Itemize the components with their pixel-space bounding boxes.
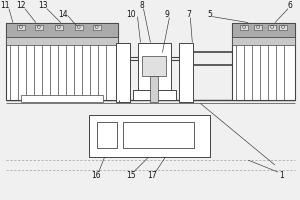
Bar — [179, 43, 193, 102]
Bar — [21, 95, 103, 102]
Text: 6: 6 — [288, 1, 292, 10]
Text: 5: 5 — [208, 10, 213, 19]
Text: 9: 9 — [165, 10, 170, 19]
Bar — [6, 37, 118, 45]
Bar — [97, 122, 117, 148]
Bar — [240, 25, 248, 30]
Bar — [6, 23, 118, 37]
Text: 14: 14 — [58, 10, 68, 19]
Bar — [279, 25, 287, 30]
Text: 13: 13 — [38, 1, 48, 10]
Bar — [232, 23, 295, 100]
Text: 17: 17 — [148, 171, 157, 180]
Bar — [6, 23, 118, 100]
Bar — [151, 76, 158, 102]
Bar — [133, 90, 176, 100]
Bar — [254, 25, 262, 30]
Bar — [116, 43, 130, 102]
Bar — [142, 56, 167, 76]
Bar — [75, 25, 83, 30]
Bar — [232, 23, 295, 37]
Bar — [89, 115, 210, 157]
Text: 8: 8 — [139, 1, 144, 10]
Text: 1: 1 — [280, 171, 284, 180]
Text: 16: 16 — [91, 171, 100, 180]
Text: 15: 15 — [126, 171, 135, 180]
Text: 10: 10 — [126, 10, 135, 19]
Bar — [137, 43, 171, 94]
Bar — [232, 37, 295, 45]
Bar — [17, 25, 25, 30]
Bar — [35, 25, 43, 30]
Text: 12: 12 — [16, 1, 26, 10]
Text: 11: 11 — [0, 1, 10, 10]
Bar — [123, 122, 194, 148]
Text: 7: 7 — [186, 10, 191, 19]
Bar — [268, 25, 276, 30]
Bar — [55, 25, 63, 30]
Bar — [93, 25, 101, 30]
